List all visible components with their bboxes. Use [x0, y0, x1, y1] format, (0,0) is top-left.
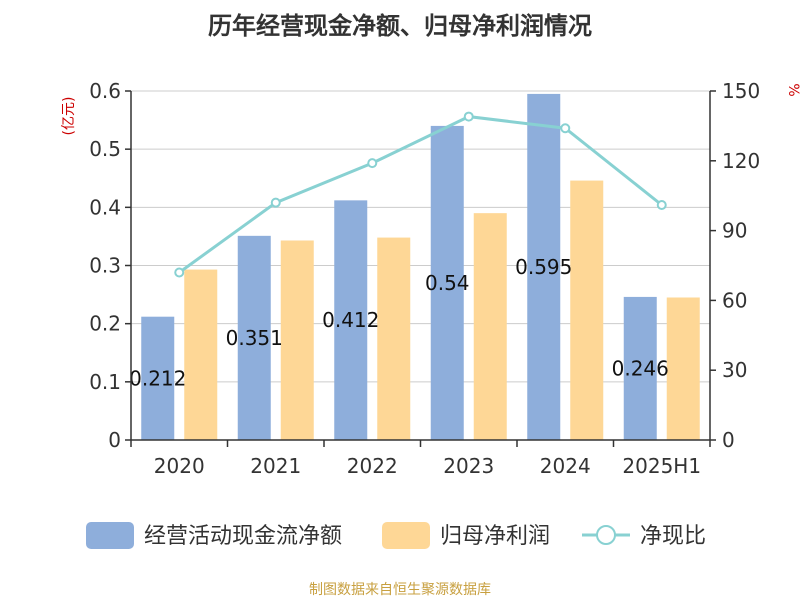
bar	[184, 269, 218, 440]
bar	[570, 180, 604, 440]
bar	[334, 200, 368, 440]
y-right-tick-label: 90	[722, 219, 747, 243]
y-right-tick-label: 0	[722, 428, 735, 452]
line-path	[178, 115, 663, 274]
bar	[623, 296, 657, 440]
bar	[237, 235, 271, 440]
legend: 经营活动现金流净额 归母净利润 净现比	[86, 522, 706, 549]
y-left-tick-label: 0.3	[89, 254, 121, 278]
line-point	[656, 200, 667, 211]
grid-lines	[131, 90, 710, 383]
source-footer: 制图数据来自恒生聚源数据库	[309, 582, 491, 598]
y-left-tick-label: 0	[108, 428, 121, 452]
x-tick-label: 2025H1	[622, 454, 701, 478]
bar	[473, 213, 507, 440]
bar-value-label: 0.351	[226, 326, 283, 350]
y-left-tick-label: 0.6	[89, 79, 121, 103]
y-right-axis-label: %	[785, 83, 800, 96]
bar-value-label: 0.54	[425, 271, 470, 295]
legend-swatch	[382, 522, 430, 549]
bar	[430, 125, 464, 441]
legend-swatch	[86, 522, 134, 549]
line-point	[174, 267, 185, 278]
line-point	[560, 123, 571, 134]
y-right-tick-label: 150	[722, 79, 760, 103]
legend-label: 净现比	[640, 524, 706, 549]
bar	[377, 237, 411, 440]
legend-label: 经营活动现金流净额	[144, 524, 342, 549]
line-point	[463, 111, 474, 122]
bar	[666, 297, 700, 440]
bar-series	[141, 93, 700, 441]
legend-swatch-marker	[596, 525, 616, 545]
x-tick-label: 2023	[443, 454, 494, 478]
bar	[527, 93, 561, 441]
x-tick-label: 2021	[250, 454, 301, 478]
x-tick-label: 2024	[540, 454, 591, 478]
line-point	[270, 197, 281, 208]
y-left-tick-label: 0.5	[89, 137, 121, 161]
y-left-tick-label: 0.1	[89, 370, 121, 394]
line-series	[174, 111, 667, 278]
bar	[141, 316, 175, 440]
bar-value-label: 0.212	[129, 366, 186, 390]
x-tick-label: 2022	[347, 454, 398, 478]
y-left-tick-label: 0.2	[89, 312, 121, 336]
axes: 0 0.1 0.2 0.3 0.4 0.5 0.6 0 30 60 90 120 150 2020 2021…	[89, 79, 760, 478]
y-right-tick-label: 120	[722, 149, 760, 173]
legend-label: 归母净利润	[440, 524, 550, 549]
bar-value-label: 0.595	[515, 255, 572, 279]
y-right-tick-label: 30	[722, 358, 747, 382]
bar	[280, 240, 314, 440]
chart-title: 历年经营现金净额、归母净利润情况	[208, 12, 592, 40]
x-tick-label: 2020	[154, 454, 205, 478]
y-left-axis-label: (亿元)	[61, 97, 77, 136]
data-labels: 0.212 0.351 0.412 0.54 0.595 0.246	[129, 255, 669, 390]
line-point	[367, 158, 378, 169]
bar-value-label: 0.412	[322, 308, 379, 332]
bar-value-label: 0.246	[612, 356, 669, 380]
y-right-tick-label: 60	[722, 288, 747, 312]
y-left-tick-label: 0.4	[89, 195, 121, 219]
